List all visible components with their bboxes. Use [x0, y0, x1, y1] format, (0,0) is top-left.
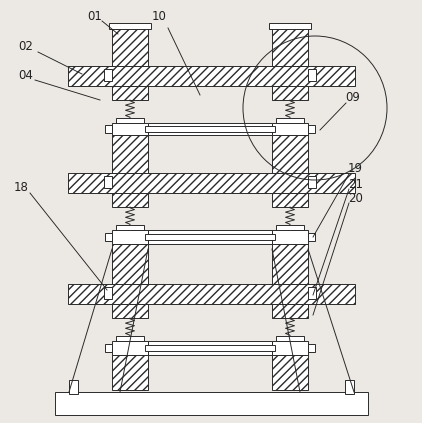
Bar	[276, 336, 304, 341]
Bar	[308, 176, 316, 188]
Bar	[112, 28, 148, 66]
Bar	[272, 304, 308, 318]
Bar	[69, 380, 78, 394]
Bar	[308, 344, 315, 352]
Bar	[148, 341, 272, 355]
Bar	[104, 69, 112, 81]
Bar	[148, 123, 272, 135]
Bar	[104, 176, 112, 188]
Bar	[105, 233, 112, 241]
Bar	[112, 244, 148, 284]
Bar	[55, 392, 368, 415]
Bar	[104, 287, 112, 299]
Bar	[68, 66, 355, 86]
Bar	[105, 344, 112, 352]
Bar	[145, 234, 275, 240]
Bar	[272, 341, 308, 355]
Text: 18: 18	[14, 181, 29, 193]
Bar	[112, 230, 148, 244]
Bar	[272, 244, 308, 284]
Bar	[272, 86, 308, 100]
Text: 09: 09	[345, 91, 360, 104]
Bar	[112, 193, 148, 207]
Bar	[68, 173, 355, 193]
Bar	[276, 225, 304, 230]
Text: 04: 04	[18, 69, 33, 82]
Bar	[116, 225, 144, 230]
Bar	[112, 304, 148, 318]
Bar	[272, 135, 308, 173]
Text: 02: 02	[18, 39, 33, 52]
Text: 10: 10	[152, 9, 167, 22]
Bar	[105, 125, 112, 133]
Text: 19: 19	[348, 162, 363, 175]
Bar	[345, 380, 354, 394]
Bar	[276, 118, 304, 123]
Text: 21: 21	[348, 178, 363, 190]
Bar	[272, 230, 308, 244]
Bar	[308, 287, 316, 299]
Bar	[269, 23, 311, 29]
Bar	[272, 193, 308, 207]
Bar	[112, 86, 148, 100]
Bar	[112, 341, 148, 355]
Bar	[112, 355, 148, 390]
Bar	[116, 336, 144, 341]
Bar	[68, 284, 355, 304]
Text: 20: 20	[348, 192, 363, 204]
Bar	[272, 28, 308, 66]
Text: 01: 01	[87, 9, 102, 22]
Bar	[109, 23, 151, 29]
Bar	[272, 355, 308, 390]
Bar	[308, 125, 315, 133]
Bar	[112, 135, 148, 173]
Bar	[145, 345, 275, 351]
Bar	[308, 233, 315, 241]
Bar	[112, 123, 148, 135]
Bar	[148, 230, 272, 244]
Bar	[308, 69, 316, 81]
Bar	[145, 126, 275, 132]
Bar	[116, 118, 144, 123]
Bar	[272, 123, 308, 135]
